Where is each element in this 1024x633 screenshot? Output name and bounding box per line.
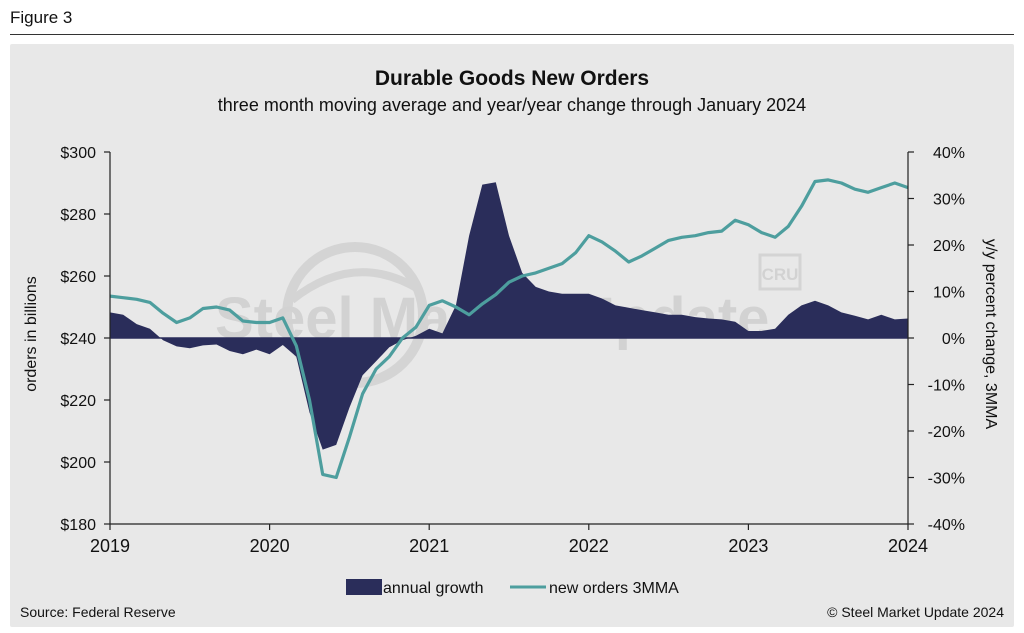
left-axis-title: orders in billions: [23, 276, 40, 392]
copyright-note: © Steel Market Update 2024: [827, 604, 1004, 620]
legend-label-new-orders: new orders 3MMA: [549, 580, 679, 597]
source-note: Source: Federal Reserve: [20, 604, 176, 620]
right-tick-label: -20%: [928, 424, 965, 441]
axis-ticks: $180 $200 $220 $240 $260 $280 $300 -40% -30% -20%…: [60, 145, 965, 556]
left-tick-label: $180: [60, 517, 96, 534]
left-tick-label: $200: [60, 455, 96, 472]
left-tick-label: $220: [60, 393, 96, 410]
right-tick-label: 40%: [933, 145, 965, 162]
left-tick-label: $240: [60, 331, 96, 348]
watermark-globe-swoosh: [289, 268, 423, 304]
left-tick-label: $260: [60, 269, 96, 286]
right-axis-title: y/y percent change, 3MMA: [982, 239, 999, 430]
left-tick-label: $280: [60, 207, 96, 224]
right-tick-label: 0%: [942, 331, 965, 348]
watermark-badge-box: [758, 253, 802, 291]
figure-label: Figure 3: [10, 8, 73, 27]
legend: annual growth new orders 3MMA: [346, 579, 679, 597]
header-rule: [10, 34, 1014, 35]
right-tick-label: -10%: [928, 378, 965, 395]
x-tick-label: 2022: [569, 536, 609, 556]
watermark-badge: CRU: [762, 265, 799, 284]
right-tick-label: -40%: [928, 517, 965, 534]
right-tick-label: -30%: [928, 471, 965, 488]
right-tick-label: 30%: [933, 192, 965, 209]
annual-growth-area: [110, 182, 908, 450]
new-orders-line: [109, 178, 909, 480]
x-tick-label: 2024: [888, 536, 928, 556]
chart-title: Durable Goods New Orders: [375, 67, 649, 90]
x-tick-label: 2019: [90, 536, 130, 556]
x-tick-label: 2020: [250, 536, 290, 556]
right-tick-label: 20%: [933, 238, 965, 255]
chart-subtitle: three month moving average and year/year…: [218, 95, 806, 115]
x-tick-label: 2023: [728, 536, 768, 556]
legend-label-annual-growth: annual growth: [383, 580, 484, 597]
left-tick-label: $300: [60, 145, 96, 162]
legend-swatch-annual-growth: [346, 579, 382, 595]
x-tick-label: 2021: [409, 536, 449, 556]
right-tick-label: 10%: [933, 285, 965, 302]
